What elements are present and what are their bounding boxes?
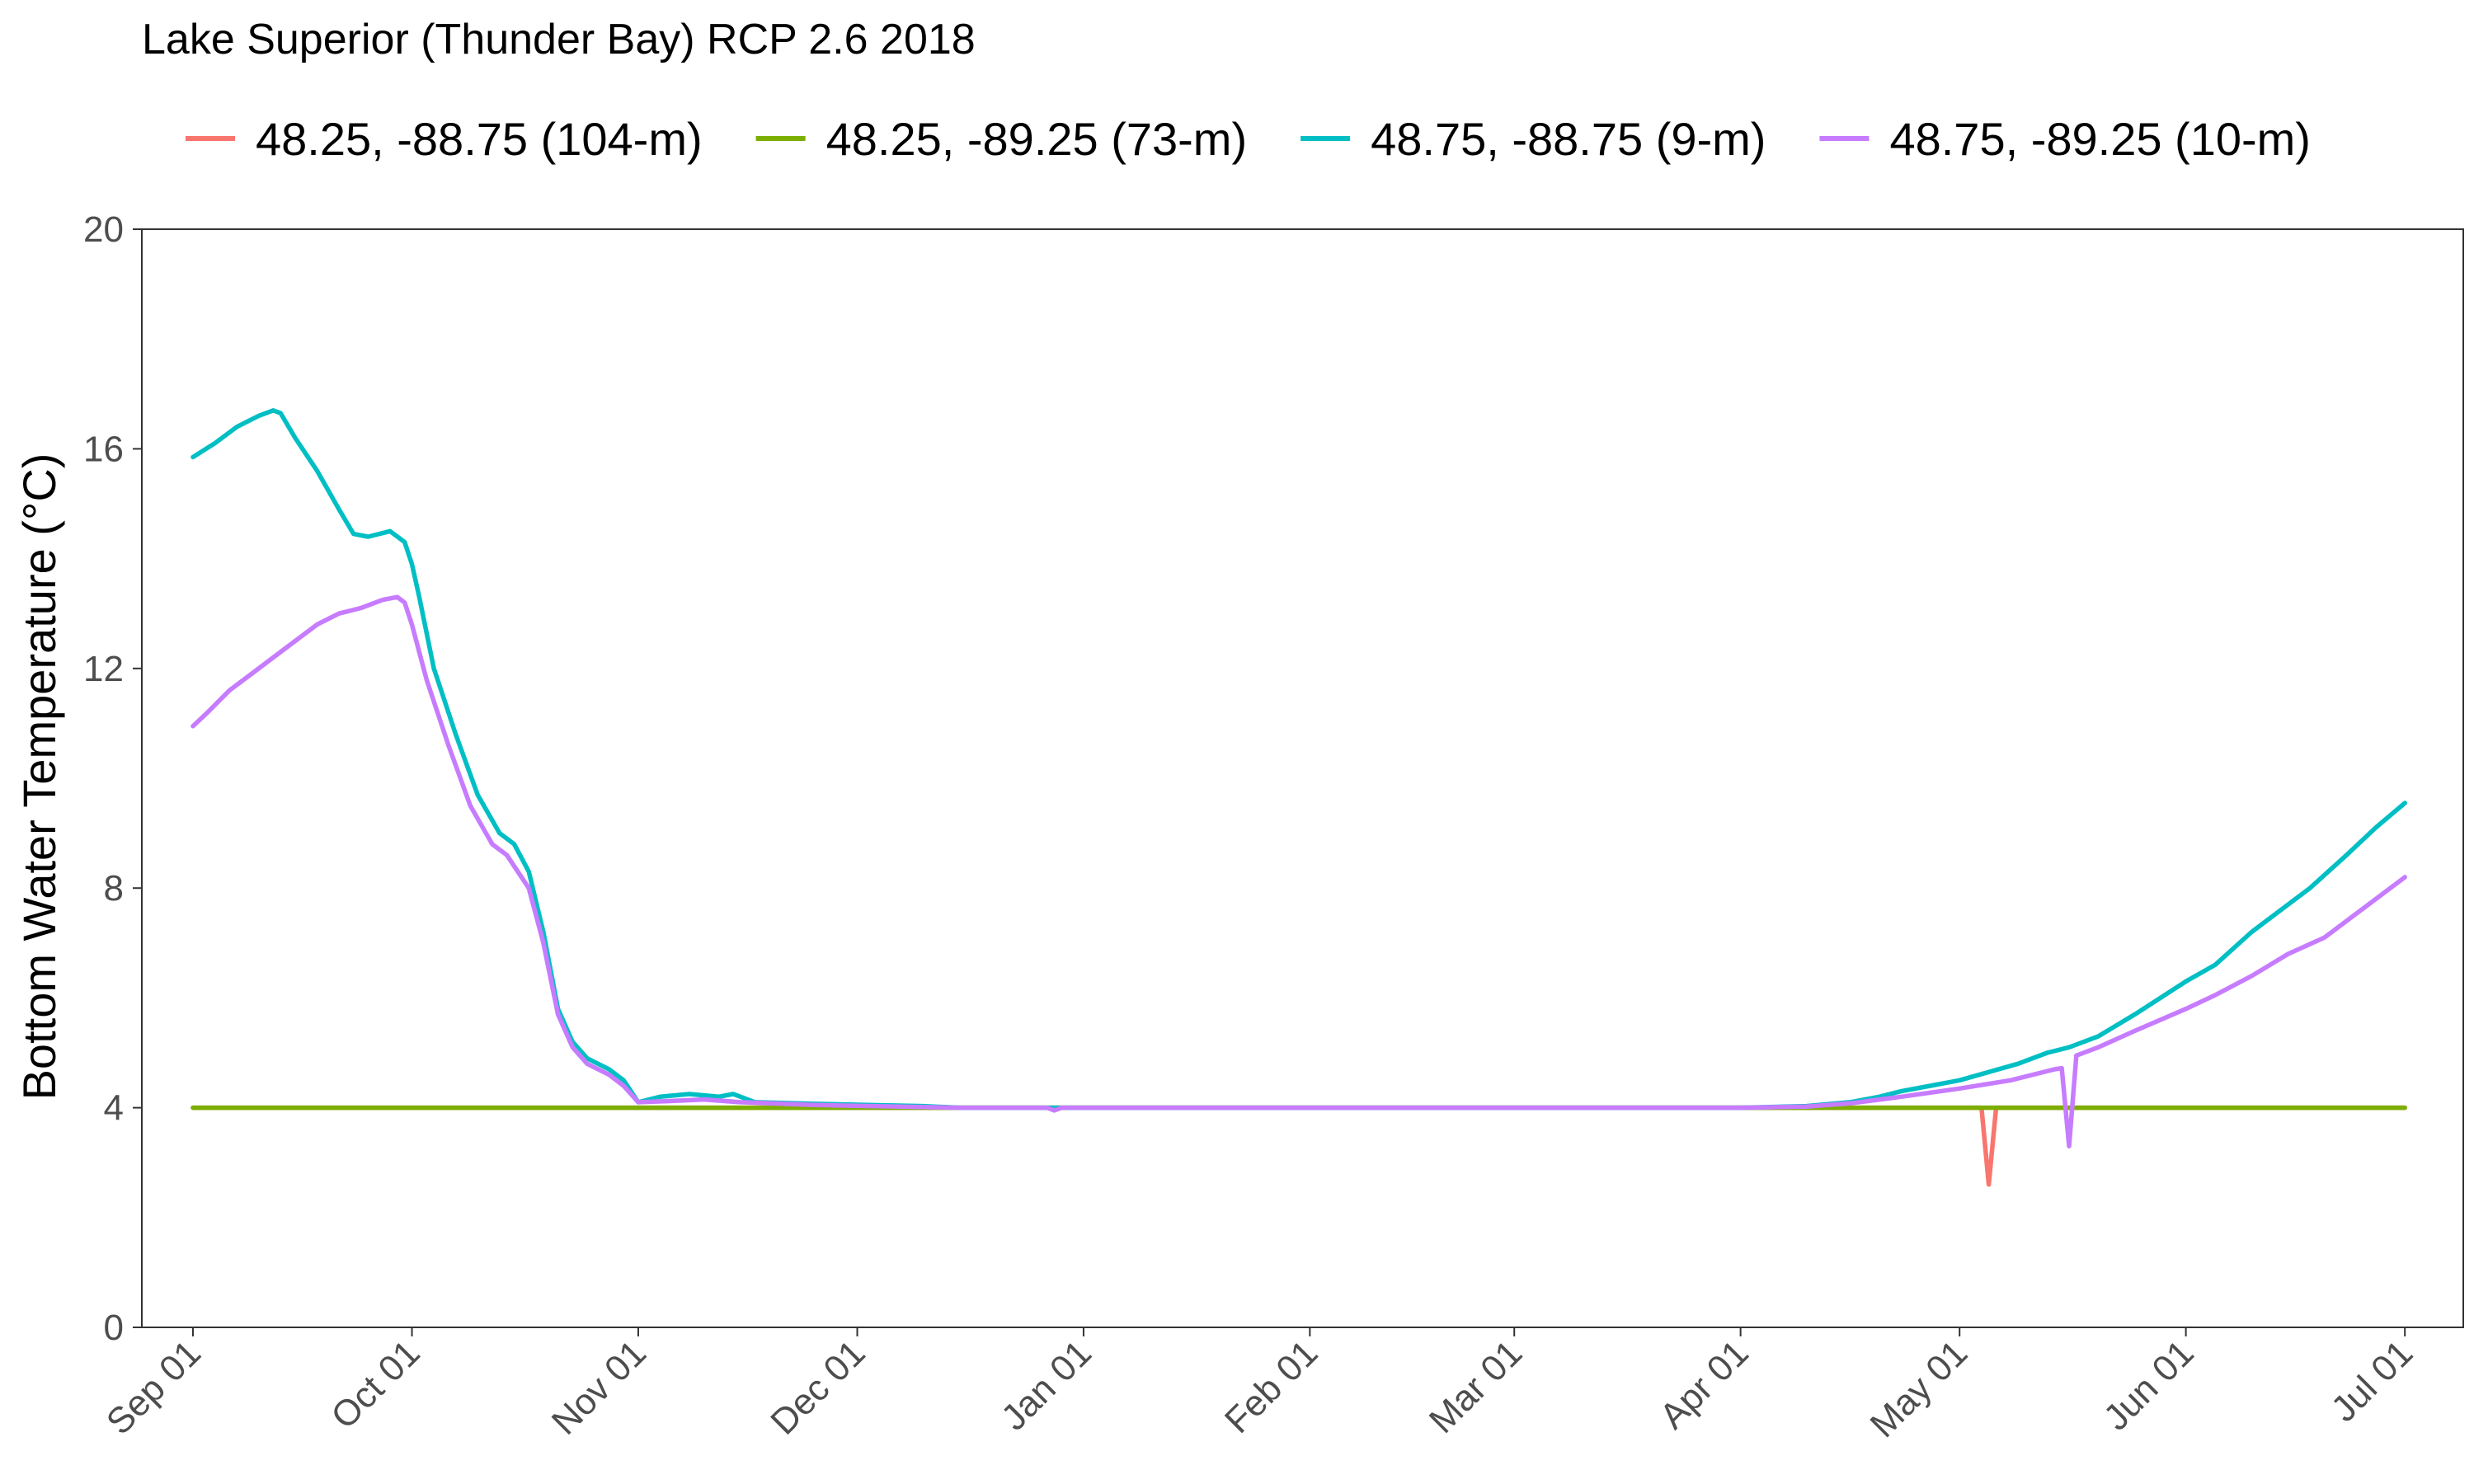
legend: 48.25, -88.75 (104-m) 48.25, -89.25 (73-m… [186, 113, 2311, 165]
legend-item-4: 48.75, -89.25 (10-m) [1819, 113, 2311, 165]
y-tick-label: 4 [104, 1088, 124, 1129]
x-tick-label: Jul 01 [2324, 1332, 2421, 1430]
y-axis-title: Bottom Water Temperature (°C) [13, 453, 65, 1101]
legend-label: 48.25, -89.25 (73-m) [826, 113, 1247, 165]
y-tick-label: 0 [104, 1308, 124, 1348]
legend-label: 48.75, -89.25 (10-m) [1889, 113, 2310, 165]
y-tick-label: 16 [83, 429, 124, 469]
series-lines [190, 408, 2407, 1187]
x-tick-label: May 01 [1863, 1332, 1976, 1445]
legend-label: 48.75, -88.75 (9-m) [1371, 113, 1766, 165]
x-tick-label: Sep 01 [99, 1332, 209, 1442]
legend-item-2: 48.25, -89.25 (73-m) [755, 113, 1247, 165]
x-tick-label: Nov 01 [544, 1332, 654, 1442]
x-tick-label: Dec 01 [763, 1332, 872, 1442]
x-tick-label: Jun 01 [2096, 1332, 2202, 1438]
y-tick-label: 20 [83, 209, 124, 250]
y-tick-label: 8 [104, 868, 124, 909]
legend-label: 48.25, -88.75 (104-m) [256, 113, 703, 165]
x-tick-label: Oct 01 [323, 1332, 427, 1436]
plot-area: 0 4 8 12 16 20 Sep 01 Oct 01 Nov 01 Dec 01 Jan 01 F… [83, 209, 2464, 1445]
series-line-3 [190, 408, 2407, 1111]
chart-title: Lake Superior (Thunder Bay) RCP 2.6 2018 [142, 16, 976, 63]
series-line-4 [190, 594, 2407, 1148]
legend-item-3: 48.75, -88.75 (9-m) [1300, 113, 1766, 165]
x-tick-label: Feb 01 [1217, 1332, 1326, 1441]
plot-border [141, 228, 2464, 1328]
x-tick-label: Mar 01 [1422, 1332, 1530, 1440]
legend-item-1: 48.25, -88.75 (104-m) [186, 113, 703, 165]
y-tick-label: 12 [83, 649, 124, 689]
x-tick-label: Jan 01 [994, 1332, 1099, 1438]
x-tick-label: Apr 01 [1652, 1332, 1756, 1436]
